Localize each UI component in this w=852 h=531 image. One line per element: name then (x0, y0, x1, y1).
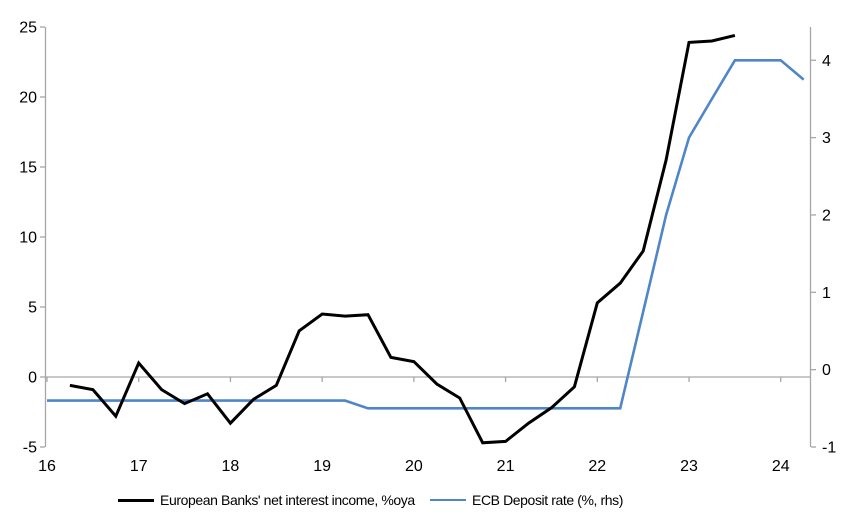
x-axis-tick-label: 20 (405, 458, 423, 475)
legend-line-sample-blue (430, 498, 466, 502)
x-axis-tick-label: 19 (313, 458, 331, 475)
legend-label-net-interest-income: European Banks' net interest income, %oy… (160, 492, 415, 508)
legend-line-sample-black (118, 498, 154, 502)
left-axis-tick-label: 5 (28, 300, 37, 317)
x-axis-tick-label: 21 (497, 458, 515, 475)
series-line-net-interest-income (69, 33, 736, 445)
right-axis-tick-label: 4 (822, 53, 831, 70)
left-axis-tick-label: 15 (19, 160, 37, 177)
x-axis-tick-label: 22 (588, 458, 606, 475)
left-axis-tick-label: 25 (19, 20, 37, 37)
legend-label-ecb-deposit-rate: ECB Deposit rate (%, rhs) (472, 492, 624, 508)
left-axis-tick-label: 10 (19, 230, 37, 247)
right-axis-tick-label: -1 (822, 440, 836, 457)
left-axis-tick-label: -5 (23, 440, 37, 457)
x-axis-tick-label: 17 (130, 458, 148, 475)
legend-item-ecb-deposit-rate: ECB Deposit rate (%, rhs) (430, 490, 623, 510)
legend-item-net-interest-income: European Banks' net interest income, %oy… (118, 490, 415, 510)
left-axis-tick-label: 20 (19, 90, 37, 107)
right-axis-tick-label: 0 (822, 362, 831, 379)
x-axis-tick-label: 23 (680, 458, 698, 475)
right-axis-tick-label: 3 (822, 130, 831, 147)
right-axis-tick-label: 1 (822, 285, 831, 302)
x-axis-tick-label: 16 (38, 458, 56, 475)
right-axis-tick-label: 2 (822, 207, 831, 224)
series-line-ecb-deposit-rate (47, 58, 805, 410)
left-axis-tick-label: 0 (28, 370, 37, 387)
x-axis-tick-label: 24 (772, 458, 790, 475)
chart-legend: European Banks' net interest income, %oy… (0, 490, 852, 512)
x-axis-tick-label: 18 (222, 458, 240, 475)
